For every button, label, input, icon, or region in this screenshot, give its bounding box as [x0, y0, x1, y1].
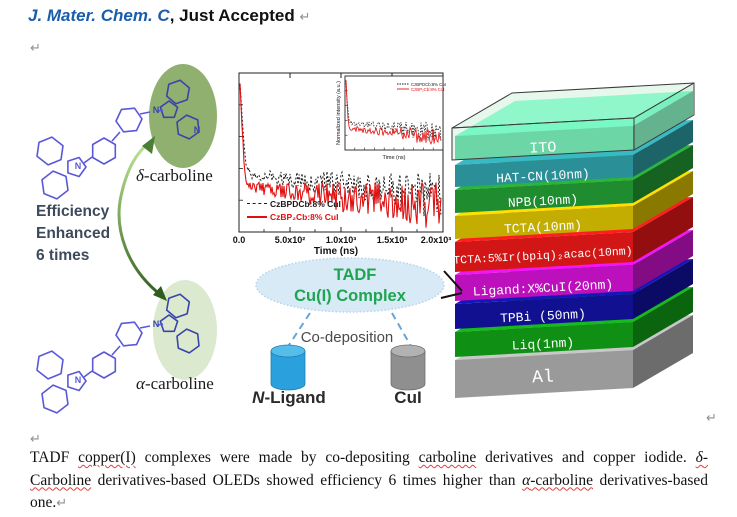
nitrogen-atom-label: N — [75, 375, 82, 385]
legend-label: CzBPDCb:8% CuI — [270, 198, 341, 209]
paragraph-mark-icon: ↵ — [30, 431, 41, 446]
caption-text: derivatives and copper iodide. — [476, 449, 696, 466]
device-stack — [451, 82, 695, 398]
caption-text: TADF — [30, 449, 79, 466]
enhancement-arrow — [117, 136, 167, 301]
molecule-delta: N N N — [36, 64, 217, 200]
molecules-panel: NNNNNN — [36, 64, 217, 414]
inset-legend-entry: CzBPDCb:8% CuI — [411, 82, 446, 87]
inset-y-axis-label: Normalized intensity (a.u.) — [336, 81, 342, 145]
legend-label: CzBP₂Cb:8% CuI — [270, 211, 339, 222]
tadf-label: TADF — [333, 266, 377, 284]
paragraph-mark-icon: ↵ — [706, 410, 717, 425]
inset-legend-entry: CzBP₂Cb:8% CuI — [411, 87, 444, 92]
nitrogen-atom-label: N — [153, 105, 160, 115]
caption-spellcheck-word: carboline — [418, 449, 477, 466]
caption-text: derivatives-based OLEDs showed efficienc… — [91, 471, 523, 489]
co-deposition-arrow-left — [286, 312, 311, 349]
alpha-label-text: -carboline — [144, 374, 214, 393]
paragraph-mark-icon: ↵ — [299, 9, 311, 24]
caption-spellcheck-word: -carboline — [530, 471, 594, 489]
co-deposition-arrow-right — [391, 312, 413, 349]
legend-entry: CzBPDCb:8% CuI — [247, 198, 341, 209]
caption-text: complexes were made by co-depositing — [135, 449, 419, 466]
x-tick-label: 2.0x10³ — [420, 235, 452, 245]
efficiency-line: Efficiency — [36, 203, 110, 220]
legend-line-sample — [247, 203, 267, 204]
n-ligand-rest: -Ligand — [264, 388, 326, 407]
nitrogen-atom-label: N — [75, 161, 82, 171]
n-ligand-cylinder — [270, 344, 306, 391]
legend-line-sample — [247, 215, 267, 218]
caption-spellcheck-word: α — [522, 471, 531, 489]
nitrogen-atom-label: N — [153, 319, 160, 329]
n-ligand-label: N-Ligand — [252, 388, 326, 408]
n-ligand-prefix: N — [252, 388, 265, 407]
figure-caption: TADF copper(I) complexes were made by co… — [30, 447, 708, 515]
caption-spellcheck-word: copper(I) — [78, 449, 136, 466]
delta-carboline-label: δ-carboline — [136, 166, 213, 186]
inset-x-axis-label: Time (ns) — [382, 155, 405, 161]
cui-label: CuI — [394, 388, 422, 407]
alpha-symbol: α — [136, 374, 145, 393]
legend-entry: CzBP₂Cb:8% CuI — [247, 211, 338, 222]
x-tick-label: 0.0 — [232, 235, 246, 245]
caption-spellcheck-word: -Carboline — [30, 449, 709, 489]
molecule-delta-highlight-ellipse — [149, 64, 217, 168]
delta-label-text: -carboline — [143, 166, 213, 185]
alpha-carboline-label: α-carboline — [136, 374, 214, 394]
nitrogen-atom-label: N — [194, 125, 201, 135]
glass-substrate — [451, 82, 695, 161]
caption-spellcheck-word: δ — [695, 449, 703, 466]
x-tick-label: 1.5x10³ — [376, 235, 408, 245]
caption-text: derivatives-based one. — [30, 471, 708, 512]
x-axis-label: Time (ns) — [313, 246, 359, 257]
cui-cylinder — [390, 344, 426, 391]
cu-complex-label: Cu(I) Complex — [294, 287, 406, 305]
molecule-alpha: NNN — [36, 280, 217, 414]
x-tick-label: 5.0x10² — [274, 235, 306, 245]
efficiency-note: Efficiency Enhanced 6 times — [36, 201, 110, 267]
journal-name: J. Mater. Chem. C — [28, 6, 170, 25]
paragraph-mark-icon: ↵ — [56, 495, 68, 510]
co-deposition-label: Co-deposition — [300, 329, 394, 346]
efficiency-line: Enhanced — [36, 225, 111, 242]
tadf-complex-ellipse — [255, 257, 445, 313]
paragraph-mark-icon: ↵ — [30, 40, 41, 55]
delta-symbol: δ — [136, 166, 144, 185]
x-tick-label: 1.0x10³ — [325, 235, 357, 245]
title-suffix: , Just Accepted — [169, 6, 295, 25]
efficiency-line: 6 times — [36, 247, 90, 264]
page-title: J. Mater. Chem. C, Just Accepted ↵ — [28, 6, 310, 26]
complex-panel — [255, 257, 463, 391]
